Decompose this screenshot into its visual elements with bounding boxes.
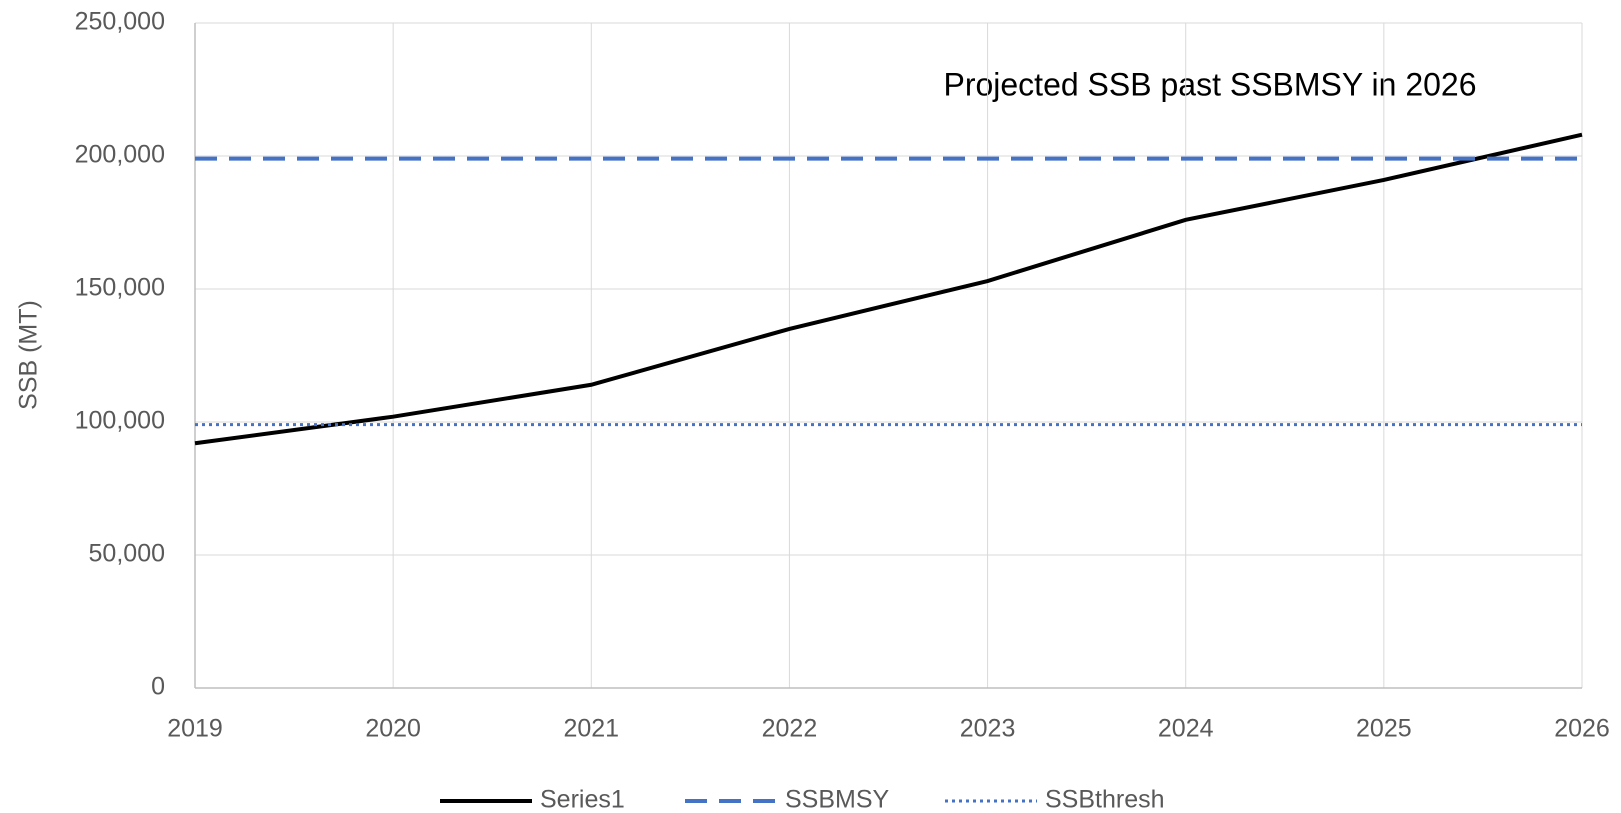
x-tick-label: 2020 [365,715,421,743]
x-tick-label: 2025 [1356,715,1412,743]
series-line [194,132,1583,446]
y-tick-label: 0 [151,673,165,701]
x-tick-label: 2021 [563,715,619,743]
y-tick-label: 100,000 [75,407,165,435]
x-tick-label: 2026 [1554,715,1610,743]
x-tick-label: 2024 [1158,715,1214,743]
y-tick-label: 200,000 [75,141,165,169]
y-tick-label: 50,000 [89,540,165,568]
legend-label: SSBMSY [785,786,890,813]
annotation: Projected SSB past SSBMSY in 2026 [943,66,1476,102]
legend-label: SSBthresh [1045,786,1165,813]
y-tick-label: 150,000 [75,274,165,302]
y-tick-label: 250,000 [75,8,165,36]
x-tick-label: 2019 [167,715,223,743]
y-axis-label: SSB (MT) [15,300,43,410]
x-tick-label: 2022 [762,715,818,743]
x-tick-label: 2023 [960,715,1016,743]
legend-label: Series1 [540,786,625,813]
